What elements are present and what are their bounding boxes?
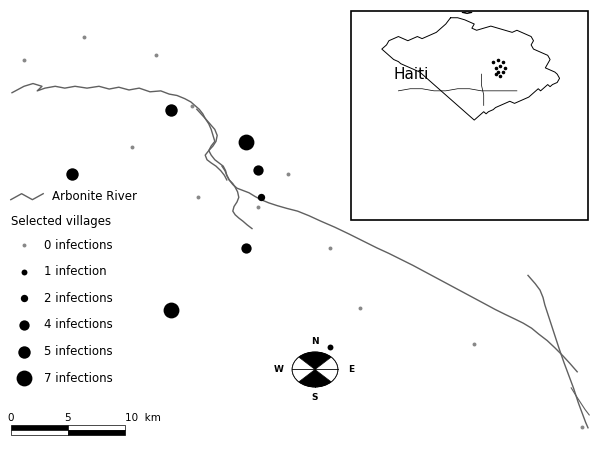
Point — [193, 194, 203, 201]
Point — [19, 295, 29, 302]
Point — [19, 375, 29, 382]
Point — [241, 244, 251, 252]
Point — [498, 58, 508, 65]
Point — [79, 33, 89, 40]
Point — [325, 244, 335, 252]
Wedge shape — [299, 352, 331, 369]
Text: 2 infections: 2 infections — [44, 292, 113, 305]
Point — [253, 203, 263, 210]
Point — [19, 56, 29, 63]
Text: E: E — [348, 365, 354, 374]
Bar — [68, 430, 125, 435]
Point — [256, 194, 266, 201]
Point — [488, 58, 498, 65]
Text: 0: 0 — [8, 413, 14, 423]
Point — [500, 64, 510, 72]
Text: W: W — [274, 365, 284, 374]
Point — [19, 348, 29, 355]
Wedge shape — [292, 357, 315, 382]
Point — [166, 306, 176, 313]
Point — [19, 268, 29, 275]
Text: 0 infections: 0 infections — [44, 239, 112, 252]
Point — [241, 139, 251, 146]
Point — [577, 423, 587, 431]
Point — [493, 68, 503, 76]
Text: Selected villages: Selected villages — [11, 215, 111, 228]
Text: N: N — [311, 337, 319, 347]
Point — [166, 106, 176, 114]
Point — [496, 62, 505, 69]
Point — [283, 171, 293, 178]
Text: 4 infections: 4 infections — [44, 319, 113, 331]
Wedge shape — [315, 357, 338, 382]
Point — [469, 341, 479, 348]
Point — [187, 102, 197, 109]
Text: Arbonite River: Arbonite River — [52, 190, 137, 203]
Point — [19, 241, 29, 249]
Point — [355, 304, 365, 311]
Point — [491, 70, 500, 78]
Bar — [68, 425, 125, 430]
Point — [67, 171, 77, 178]
Text: Haiti: Haiti — [394, 67, 429, 82]
Text: 7 infections: 7 infections — [44, 372, 113, 385]
Point — [496, 73, 505, 80]
Text: 5 infections: 5 infections — [44, 345, 112, 358]
Point — [325, 343, 335, 350]
Point — [498, 68, 508, 76]
Text: 10  km: 10 km — [125, 413, 161, 423]
Text: 5: 5 — [64, 413, 71, 423]
Point — [151, 51, 161, 59]
Text: 1 infection: 1 infection — [44, 265, 106, 278]
Bar — [11, 425, 68, 430]
Bar — [11, 430, 68, 435]
Wedge shape — [299, 369, 331, 387]
Text: S: S — [312, 392, 318, 402]
Point — [253, 166, 263, 174]
Point — [491, 64, 500, 72]
Point — [127, 143, 137, 151]
Point — [19, 321, 29, 329]
Point — [493, 56, 503, 63]
